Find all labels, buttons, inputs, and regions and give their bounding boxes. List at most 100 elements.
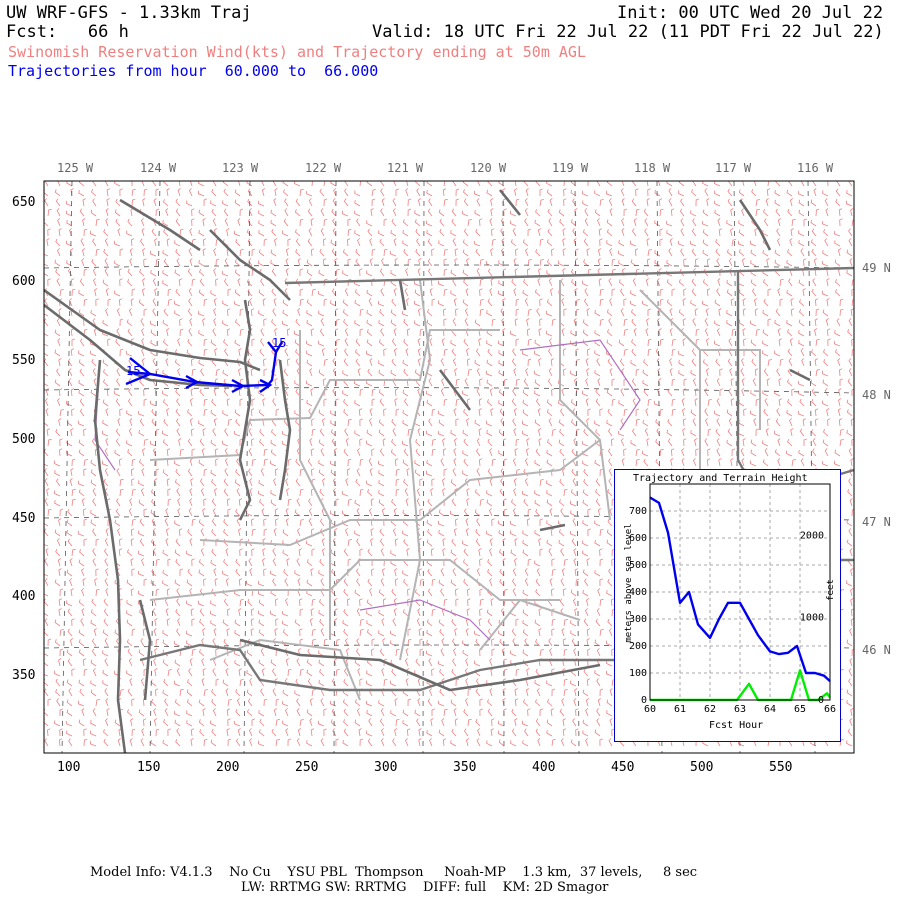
wind-barb bbox=[175, 208, 181, 217]
wind-barb bbox=[799, 398, 805, 407]
wind-barb bbox=[402, 229, 409, 237]
wind-barb bbox=[826, 278, 830, 287]
wind-barb bbox=[383, 348, 387, 357]
wind-barb bbox=[67, 508, 73, 517]
wind-barb bbox=[79, 408, 85, 417]
wind-barb bbox=[47, 278, 51, 287]
wind-barb bbox=[271, 228, 277, 237]
wind-barb bbox=[850, 418, 854, 427]
wind-barb bbox=[608, 198, 613, 207]
wind-barb bbox=[222, 320, 229, 327]
wind-barb bbox=[630, 240, 637, 247]
lon-label: 124 W bbox=[140, 161, 177, 175]
wind-barb bbox=[345, 528, 349, 537]
wind-barb bbox=[777, 288, 781, 297]
wind-barb bbox=[103, 379, 109, 387]
wind-barb bbox=[691, 348, 697, 357]
wind-barb bbox=[510, 239, 517, 247]
wind-barb bbox=[210, 339, 217, 347]
wind-barb bbox=[187, 409, 193, 417]
wind-barb bbox=[114, 240, 121, 247]
wind-barb bbox=[319, 328, 325, 337]
wind-barb bbox=[258, 200, 265, 207]
wind-barb bbox=[621, 228, 625, 237]
wind-barb bbox=[263, 518, 267, 527]
wind-barb bbox=[812, 278, 817, 287]
wind-barb bbox=[681, 448, 685, 457]
wind-barb bbox=[107, 298, 112, 307]
wind-barb bbox=[83, 298, 88, 307]
wind-barb bbox=[393, 288, 397, 297]
wind-barb bbox=[78, 439, 85, 447]
wind-barb bbox=[475, 538, 481, 547]
lon-label: 119 W bbox=[552, 161, 589, 175]
wind-barb bbox=[562, 458, 567, 467]
wind-barb bbox=[695, 338, 700, 347]
wind-barb bbox=[789, 338, 793, 347]
wind-barb bbox=[188, 298, 193, 307]
wind-barb bbox=[597, 378, 601, 387]
wind-barb bbox=[607, 408, 613, 417]
wind-barb bbox=[522, 409, 529, 417]
wind-barb bbox=[799, 299, 805, 307]
wind-barb bbox=[250, 308, 255, 317]
wind-barb bbox=[162, 280, 169, 287]
wind-barb bbox=[486, 499, 493, 507]
wind-barb bbox=[71, 488, 76, 497]
wind-barb bbox=[690, 300, 697, 307]
wind-barb bbox=[370, 208, 374, 217]
wind-barb bbox=[834, 449, 841, 457]
wind-barb bbox=[787, 208, 793, 217]
wind-barb bbox=[582, 540, 589, 547]
wind-barb bbox=[403, 248, 409, 257]
wind-barb bbox=[631, 198, 637, 207]
wind-barb bbox=[570, 189, 577, 197]
wind-barb bbox=[575, 299, 580, 307]
wind-barb bbox=[515, 378, 520, 387]
wind-barb bbox=[285, 268, 289, 277]
wind-barb bbox=[344, 288, 349, 297]
wind-barb bbox=[522, 530, 529, 537]
wind-barb bbox=[666, 299, 673, 307]
lat-label: 49 N bbox=[862, 261, 891, 275]
wind-barb bbox=[222, 440, 229, 447]
wind-barb bbox=[824, 198, 829, 207]
wind-barb bbox=[611, 398, 616, 407]
wind-barb bbox=[454, 368, 458, 377]
wind-barb bbox=[726, 439, 733, 447]
wind-barb bbox=[294, 410, 301, 417]
wind-barb bbox=[330, 239, 337, 247]
wind-barb bbox=[582, 200, 589, 207]
wind-barb bbox=[79, 208, 85, 217]
wind-barb bbox=[263, 238, 268, 247]
wind-barb bbox=[357, 368, 361, 377]
wind-barb bbox=[682, 418, 687, 427]
wind-barb bbox=[551, 429, 556, 437]
wind-barb bbox=[462, 540, 469, 547]
wind-barb bbox=[487, 348, 493, 357]
wind-barb bbox=[608, 278, 613, 287]
trajectory-start-label: 15 bbox=[126, 364, 141, 378]
wind-barb bbox=[534, 289, 541, 297]
wind-barb bbox=[694, 308, 698, 317]
wind-barb bbox=[165, 528, 170, 537]
wind-barb bbox=[343, 318, 349, 327]
wind-barb bbox=[378, 470, 385, 477]
wind-barb bbox=[249, 488, 253, 497]
wind-barb bbox=[719, 388, 723, 396]
wind-barb bbox=[258, 289, 265, 297]
wind-barb bbox=[282, 309, 289, 317]
wind-barb bbox=[140, 238, 145, 247]
wind-barb bbox=[536, 398, 541, 407]
wind-barb bbox=[515, 248, 519, 257]
wind-barb bbox=[814, 328, 818, 337]
wind-barb bbox=[347, 458, 352, 467]
wind-barb bbox=[404, 288, 409, 297]
wind-barb bbox=[215, 458, 219, 467]
wind-barb bbox=[643, 458, 649, 467]
wind-barb bbox=[227, 508, 231, 517]
wind-barb bbox=[811, 429, 817, 437]
wind-barb bbox=[175, 408, 181, 417]
wind-barb bbox=[581, 440, 589, 447]
wind-barb bbox=[538, 468, 543, 477]
